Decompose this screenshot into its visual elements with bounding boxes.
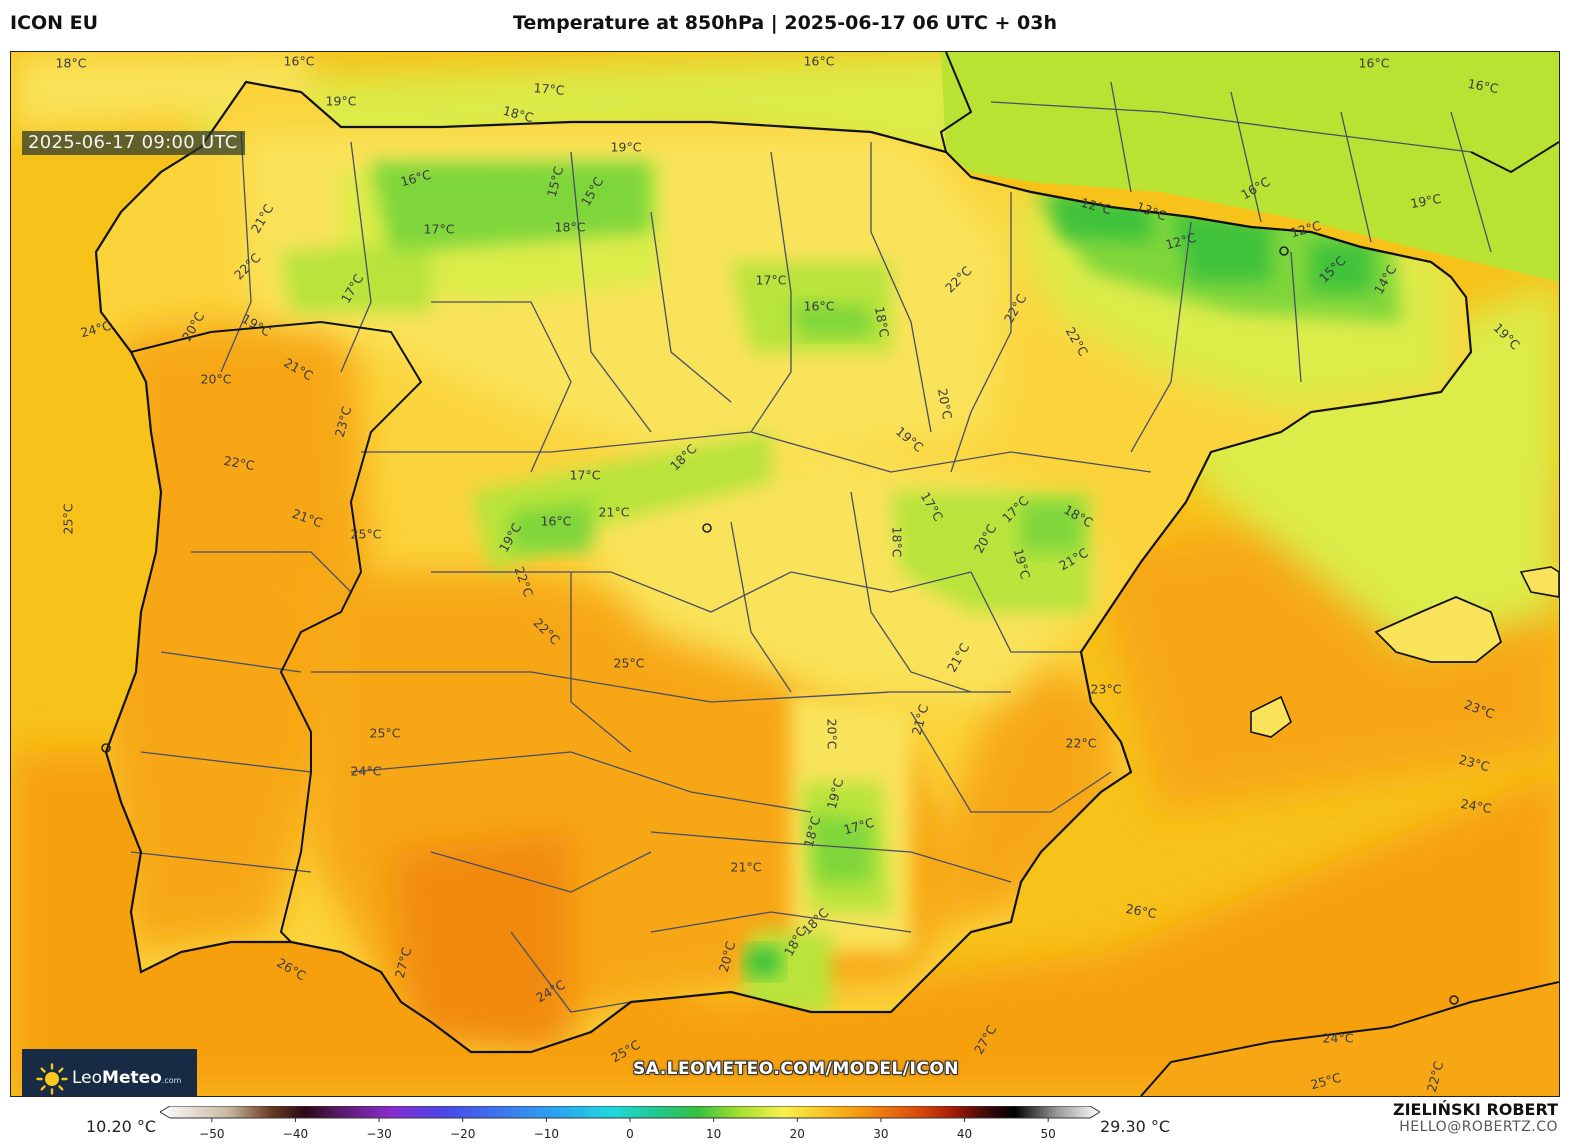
leometeo-logo[interactable]: LeoMeteo.com — [22, 1049, 197, 1096]
colorbar-tick-label: −20 — [450, 1127, 475, 1141]
colorbar-tick-label: −10 — [534, 1127, 559, 1141]
colorbar-tick-label: −50 — [199, 1127, 224, 1141]
contour-label: 16°C — [1467, 76, 1500, 96]
contour-label: 18°C — [56, 56, 87, 71]
contour-label: 22°C — [223, 453, 256, 473]
contour-label: 21°C — [731, 860, 762, 875]
temperature-map: 16°C 18°C 16°C 16°C 16°C 17°C 19°C 18°C 19°C 16°C… — [10, 51, 1560, 1097]
contour-label: 16°C — [804, 54, 835, 69]
valid-time-badge: 2025-06-17 09:00 UTC — [22, 131, 245, 155]
gulf-of-lion-sea — [1161, 282, 1559, 652]
contour-label: 26°C — [1125, 901, 1158, 921]
contour-label: 22°C — [1066, 736, 1097, 751]
contour-label: 19°C — [1409, 191, 1442, 211]
chart-title: Temperature at 850hPa | 2025-06-17 06 UT… — [512, 12, 1058, 34]
colorbar-tick-label: 10 — [706, 1127, 721, 1141]
menorca-island — [1519, 566, 1559, 598]
colorbar: −50 −40 −30 −20 −10 0 10 20 30 40 50 — [160, 1106, 1100, 1141]
colorbar-min-value: 10.20 °C — [86, 1117, 157, 1136]
contour-label: 20°C — [201, 372, 232, 387]
contour-label: 24°C — [1460, 796, 1493, 816]
algiers-dot — [1449, 995, 1459, 1005]
logo-text: LeoMeteo.com — [72, 1068, 182, 1088]
contour-label: 25°C — [61, 503, 76, 534]
france-spain-border — [939, 52, 1452, 278]
andorra-dot — [1279, 246, 1289, 256]
colorbar-max-value: 29.30 °C — [1100, 1117, 1171, 1136]
ibiza-island — [1250, 695, 1292, 738]
contour-label: 19°C — [611, 140, 642, 155]
admin-borders — [130, 81, 1492, 1013]
contour-label: 25°C — [614, 656, 645, 671]
france-land — [941, 52, 1559, 282]
contour-label: 17°C — [756, 273, 787, 288]
lisbon-dot — [101, 743, 111, 753]
colorbar-tick-label: 0 — [626, 1127, 634, 1141]
contour-label: 24°C — [1323, 1031, 1354, 1046]
north-africa-land — [1141, 982, 1559, 1096]
contour-label: 20°C — [825, 719, 840, 750]
contour-label: 17°C — [533, 80, 565, 98]
contour-label: 16°C — [804, 299, 835, 314]
colorbar-tick-label: 50 — [1041, 1127, 1056, 1141]
contour-label: 17°C — [570, 468, 601, 483]
contour-label: 18°C — [555, 220, 586, 235]
map-canvas: 16°C 18°C 16°C 16°C 16°C 17°C 19°C 18°C 19°C 16°C… — [11, 52, 1559, 1096]
contour-label: 16°C — [1359, 56, 1390, 71]
contour-label: 17°C — [424, 222, 455, 237]
france-coast — [1470, 141, 1559, 174]
author-name: ZIELIŃSKI ROBERT — [1392, 1100, 1558, 1119]
contour-label: 19°C — [326, 94, 357, 109]
colorbar-tick-label: 20 — [790, 1127, 805, 1141]
contour-label: 16°C — [541, 514, 572, 529]
contour-label: 25°C — [370, 726, 401, 741]
madrid-dot — [702, 523, 712, 533]
contour-label: 25°C — [351, 527, 382, 542]
africa-coastline — [1140, 981, 1559, 1096]
colorbar-tick-label: 40 — [957, 1127, 972, 1141]
model-name: ICON EU — [10, 12, 99, 34]
contour-label: 23°C — [1091, 682, 1122, 697]
colorbar-tick-label: −40 — [283, 1127, 308, 1141]
contour-label: 20°C — [935, 387, 955, 420]
colorbar-tick-label: 30 — [873, 1127, 888, 1141]
contour-label: 16°C — [284, 54, 315, 69]
sun-icon — [36, 1063, 68, 1095]
city-markers — [101, 246, 1459, 1005]
contour-label: 21°C — [599, 505, 630, 520]
author-contact[interactable]: HELLO@ROBERTZ.CO — [1399, 1119, 1558, 1135]
colorbar-tick-label: −30 — [366, 1127, 391, 1141]
contour-label: 18°C — [890, 527, 905, 558]
contour-label: 24°C — [351, 764, 382, 779]
portugal-spain-border — [130, 320, 423, 943]
source-url[interactable]: SA.LEOMETEO.COM/MODEL/ICON — [632, 1059, 959, 1079]
mallorca-island — [1374, 596, 1503, 663]
contour-label: 18°C — [872, 305, 892, 338]
